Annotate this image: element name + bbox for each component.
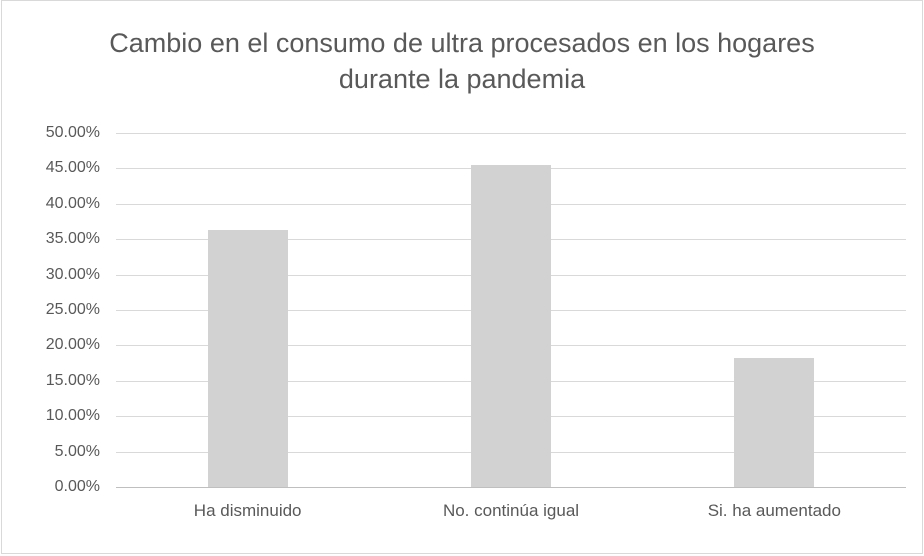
plot-area — [116, 133, 906, 488]
y-tick-label: 0.00% — [54, 478, 100, 495]
x-axis: Ha disminuido No. continúa igual Si. ha au… — [116, 497, 906, 525]
y-tick-label: 30.00% — [45, 265, 100, 283]
y-tick-label: 5.00% — [54, 442, 100, 460]
bar-3 — [734, 358, 815, 487]
y-tick-label: 15.00% — [45, 371, 100, 389]
y-tick-label: 25.00% — [45, 301, 100, 318]
x-axis-line — [116, 487, 906, 488]
y-tick-label: 20.00% — [45, 336, 100, 354]
y-tick-label: 10.00% — [45, 407, 100, 425]
chart-title: Cambio en el consumo de ultra procesados… — [109, 28, 815, 95]
x-category-label: Ha disminuido — [193, 501, 302, 520]
y-tick-label: 45.00% — [45, 159, 100, 177]
bar-1 — [207, 229, 288, 487]
y-tick-label: 40.00% — [45, 194, 100, 212]
y-axis: 0.00% 5.00% 10.00% 15.00% 20.00% 25.00% 30.00%… — [10, 124, 106, 495]
gridline — [116, 133, 906, 134]
y-tick-label: 50.00% — [45, 124, 100, 141]
x-category-label: No. continúa igual — [442, 501, 580, 520]
bar-2 — [471, 165, 551, 487]
x-category-label: Si. ha aumentado — [707, 501, 841, 520]
y-tick-label: 35.00% — [45, 230, 100, 248]
